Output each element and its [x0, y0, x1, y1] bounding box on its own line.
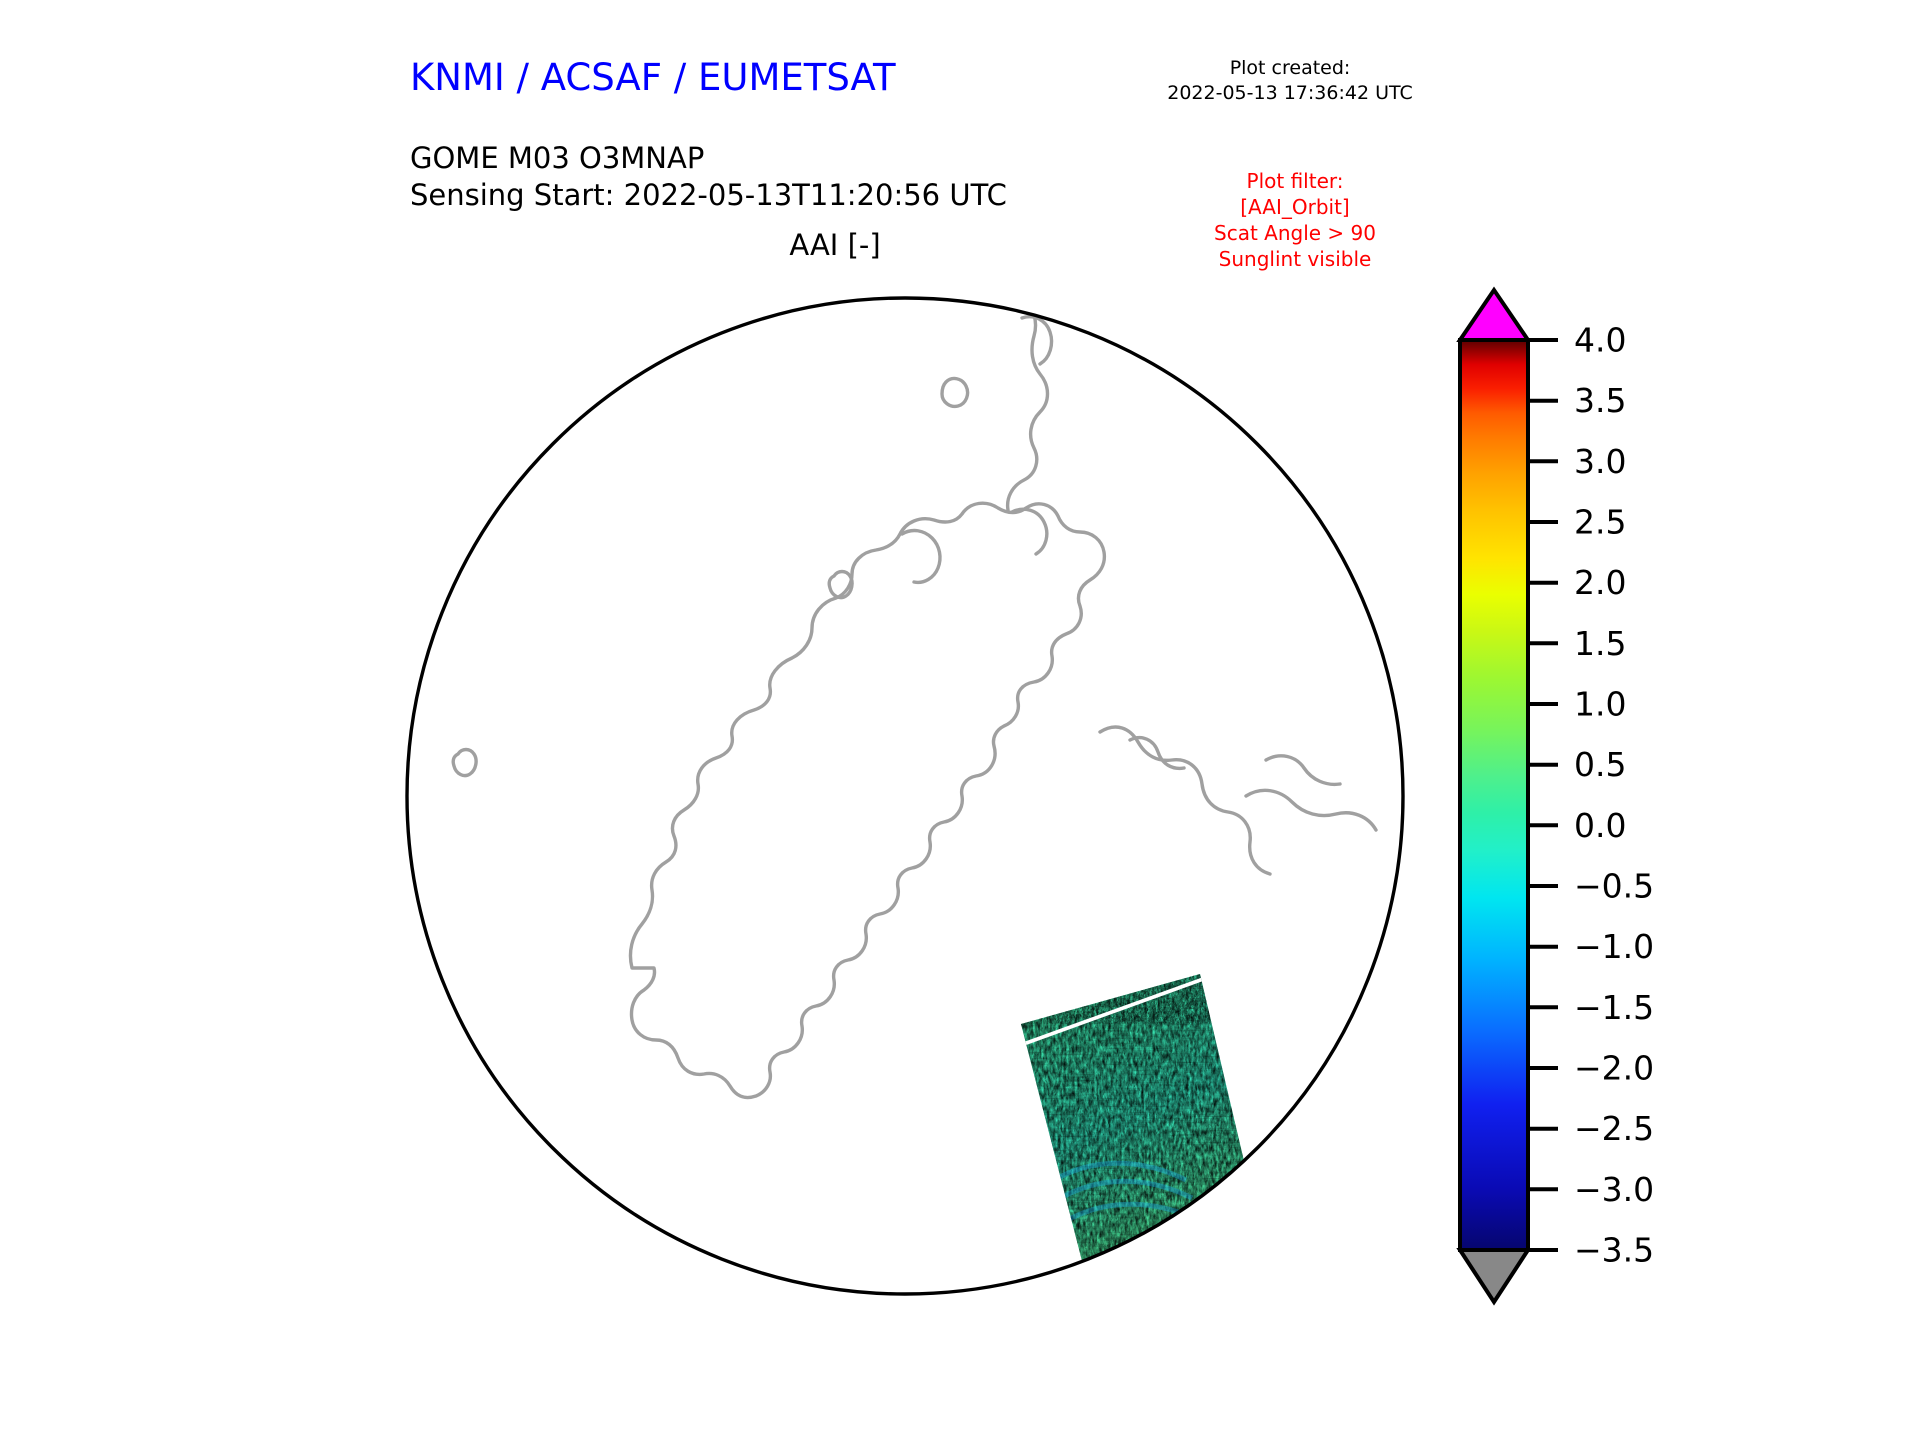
- coast-bay-detail-1: [900, 528, 942, 585]
- colorbar-tick-label: −2.5: [1574, 1109, 1654, 1148]
- dataset-info-block: GOME M03 O3MNAP Sensing Start: 2022-05-1…: [410, 140, 1007, 214]
- globe-disc: [407, 298, 1403, 1294]
- colorbar-over-range-arrow: [1456, 286, 1532, 342]
- colorbar-tick-labels: 4.0 3.5 3.0 2.5 2.0 1.5 1.0 0.5 0.0 −0.5…: [1574, 321, 1654, 1270]
- plot-filter-block: Plot filter: [AAI_Orbit] Scat Angle > 90…: [1150, 168, 1440, 272]
- colorbar-tick-label: 3.5: [1574, 381, 1626, 420]
- peninsula-detail: [1128, 735, 1186, 771]
- plot-created-block: Plot created: 2022-05-13 17:36:42 UTC: [1140, 56, 1440, 106]
- sensing-start: Sensing Start: 2022-05-13T11:20:56 UTC: [410, 178, 1007, 213]
- colorbar-tick-label: 2.0: [1574, 563, 1626, 602]
- colorbar-tick-label: −2.0: [1574, 1049, 1654, 1088]
- globe-outline: [405, 296, 1405, 1296]
- scotia-arc-coast: [1244, 788, 1378, 832]
- antarctica-mainland: [628, 501, 1107, 1100]
- colorbar-tick-label: −0.5: [1574, 867, 1654, 906]
- offshore-island-west: [451, 747, 478, 778]
- colorbar-tick-label: −1.0: [1574, 927, 1654, 966]
- offshore-island-small: [827, 569, 854, 600]
- colorbar-tick-label: 0.0: [1574, 806, 1626, 845]
- colorbar-gradient: [1458, 338, 1530, 1252]
- plot-filter-orbit: [AAI_Orbit]: [1240, 195, 1350, 219]
- colorbar-under-range-arrow: [1456, 1248, 1532, 1306]
- plot-filter-sunglint: Sunglint visible: [1218, 247, 1372, 271]
- colorbar-svg: 4.0 3.5 3.0 2.5 2.0 1.5 1.0 0.5 0.0 −0.5…: [1456, 286, 1654, 1306]
- polar-projection-svg: [405, 296, 1405, 1296]
- colorbar-tick-label: −3.5: [1574, 1231, 1654, 1270]
- map-canvas[interactable]: [400, 284, 1410, 1308]
- plot-filter-scat-angle: Scat Angle > 90: [1214, 221, 1376, 245]
- colorbar-ticks: [1528, 338, 1558, 1252]
- south-america-detail: [1020, 315, 1054, 366]
- colorbar-tick-label: 1.0: [1574, 685, 1626, 724]
- data-gap-line: [1021, 976, 1207, 1048]
- colorbar-tick-label: 0.5: [1574, 745, 1626, 784]
- colorbar-tick-label: 1.5: [1574, 624, 1626, 663]
- plot-created-label: Plot created:: [1229, 57, 1351, 79]
- colorbar-tick-label: −1.5: [1574, 988, 1654, 1027]
- coast-bay-detail-2: [1010, 507, 1049, 556]
- colorbar[interactable]: 4.0 3.5 3.0 2.5 2.0 1.5 1.0 0.5 0.0 −0.5…: [1432, 282, 1862, 1312]
- colorbar-tick-label: 3.0: [1574, 442, 1626, 481]
- brand-title: KNMI / ACSAF / EUMETSAT: [410, 56, 896, 99]
- antarctic-peninsula: [1098, 725, 1272, 876]
- colorbar-tick-label: 2.5: [1574, 503, 1626, 542]
- colorbar-tick-label: −3.0: [1574, 1170, 1654, 1209]
- colorbar-tick-label: 4.0: [1574, 321, 1626, 360]
- scotia-arc-coast-north: [1264, 754, 1342, 787]
- island-falkland: [940, 376, 970, 409]
- dataset-name: GOME M03 O3MNAP: [410, 141, 705, 175]
- plot-created-value: 2022-05-13 17:36:42 UTC: [1167, 82, 1413, 105]
- plot-filter-label: Plot filter:: [1246, 169, 1344, 193]
- page-title: AAI [-]: [789, 228, 881, 262]
